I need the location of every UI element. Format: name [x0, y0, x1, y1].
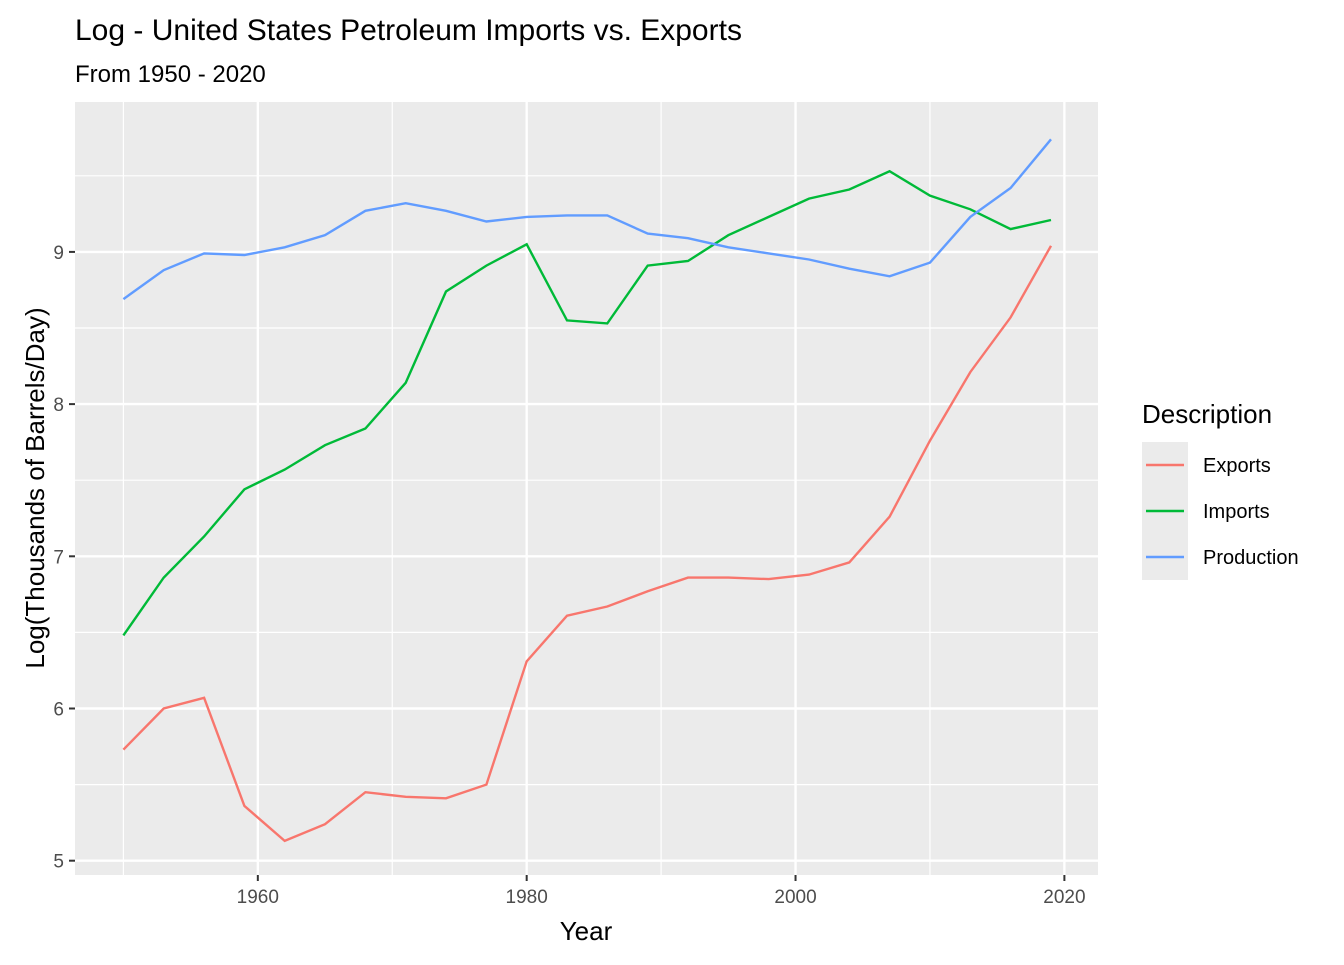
y-axis-label: Log(Thousands of Barrels/Day) [20, 307, 50, 668]
legend-label-production: Production [1203, 547, 1299, 569]
x-axis-label: Year [560, 916, 613, 946]
y-tick-label: 6 [53, 699, 64, 720]
x-tick-label: 1980 [506, 887, 548, 908]
series-line-exports [122, 245, 1053, 843]
series-line-production [122, 138, 1052, 301]
chart-title: Log - United States Petroleum Imports vs… [75, 14, 742, 47]
legend-label-imports: Imports [1203, 501, 1270, 523]
legend-label-exports: Exports [1203, 455, 1271, 477]
x-tick-label: 2020 [1043, 887, 1085, 908]
y-tick-label: 5 [53, 852, 64, 873]
x-tick-label: 2000 [774, 887, 816, 908]
chart-subtitle: From 1950 - 2020 [75, 61, 266, 88]
y-tick-label: 7 [53, 547, 64, 568]
y-tick-label: 8 [53, 395, 64, 416]
x-tick-label: 1960 [237, 887, 279, 908]
plot-panel [75, 102, 1098, 875]
legend: Description Exports Imports Production [1142, 399, 1299, 580]
y-tick-label: 9 [53, 243, 64, 264]
series-line-imports [122, 169, 1052, 637]
legend-title: Description [1142, 399, 1272, 429]
